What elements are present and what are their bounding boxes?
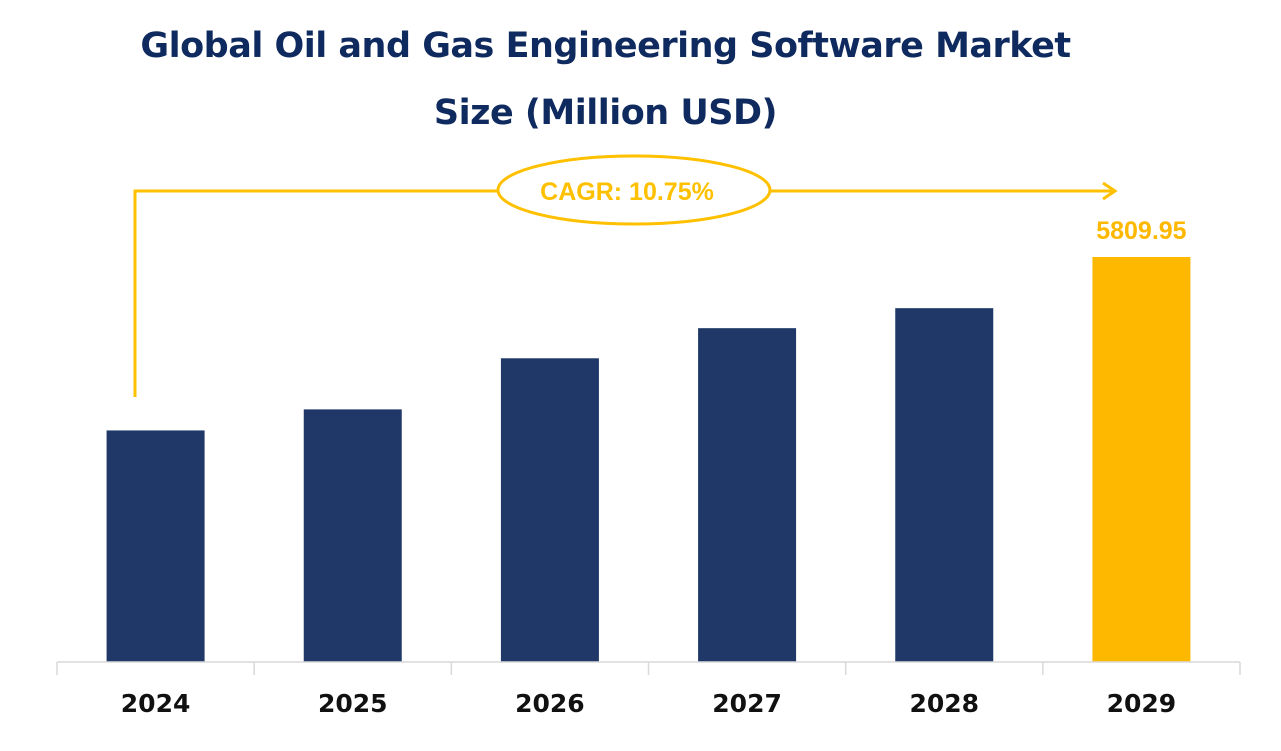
chart-title-line2: Size (Million USD) — [433, 93, 778, 133]
bar-2027 — [698, 328, 797, 662]
chart-title-line1: Global Oil and Gas Engineering Software … — [140, 26, 1071, 66]
x-tick-label: 2029 — [1107, 689, 1177, 718]
x-tick-label: 2027 — [712, 689, 782, 718]
x-tick-label: 2025 — [318, 689, 388, 718]
bar-2026 — [500, 358, 599, 662]
bar-2029 — [1092, 257, 1191, 662]
cagr-arrow-line — [133, 189, 1113, 397]
bar-2028 — [895, 308, 994, 662]
x-tick-label: 2028 — [909, 689, 979, 718]
data-label: 5809.95 — [1096, 217, 1186, 245]
cagr-arrow-head — [1102, 181, 1118, 201]
x-tick-label: 2024 — [121, 689, 191, 718]
cagr-label: CAGR: 10.75% — [540, 178, 714, 206]
cagr-annotation: CAGR: 10.75% — [133, 154, 1118, 397]
bar-2025 — [303, 409, 402, 662]
cagr-ellipse — [496, 154, 772, 226]
bar-2024 — [106, 430, 205, 662]
x-tick-label: 2026 — [515, 689, 585, 718]
